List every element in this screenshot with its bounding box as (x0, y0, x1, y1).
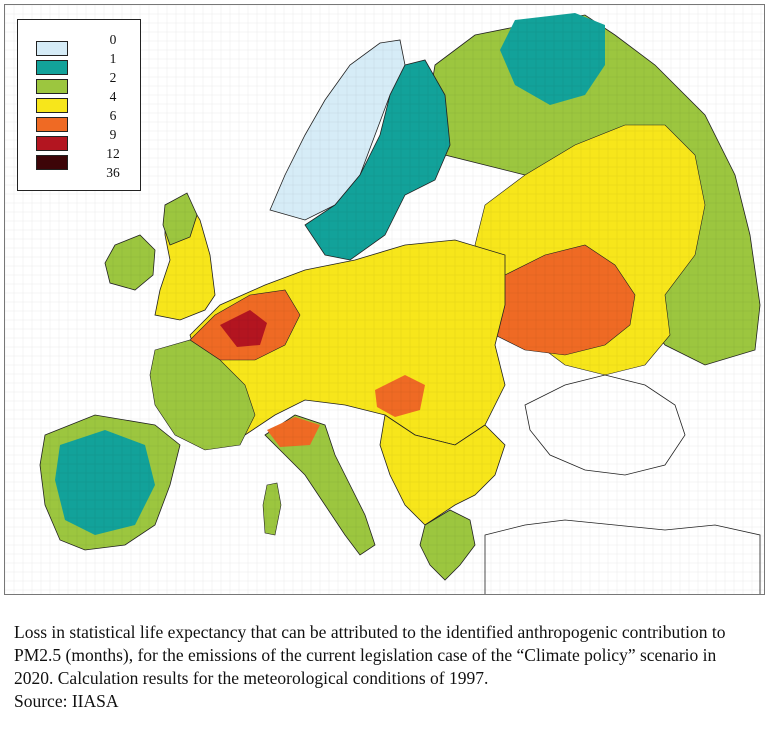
caption-source: Source: IIASA (14, 691, 119, 711)
legend-swatch-4 (36, 117, 68, 132)
region-turkey (484, 519, 761, 594)
region-ireland (104, 234, 156, 291)
map-legend: 0 1 2 4 6 9 12 36 (17, 19, 141, 191)
legend-label-0: 0 (109, 32, 117, 47)
map-frame: 0 1 2 4 6 9 12 36 (4, 4, 765, 595)
caption-text: Loss in statistical life expectancy that… (14, 622, 726, 688)
legend-label-2: 2 (109, 70, 117, 85)
region-black-sea (524, 374, 686, 476)
legend-label-6: 12 (106, 146, 120, 161)
region-sardinia (262, 482, 282, 536)
legend-label-4: 6 (109, 108, 117, 123)
figure-caption: Loss in statistical life expectancy that… (14, 621, 754, 713)
legend-label-1: 1 (109, 51, 117, 66)
legend-swatch-3 (36, 98, 68, 113)
legend-swatch-1 (36, 60, 68, 75)
legend-swatch-2 (36, 79, 68, 94)
legend-label-3: 4 (109, 89, 117, 104)
legend-swatch-0 (36, 41, 68, 56)
legend-label-7: 36 (106, 165, 120, 180)
legend-swatch-5 (36, 136, 68, 151)
legend-swatch-6 (36, 155, 68, 170)
legend-label-5: 9 (109, 127, 117, 142)
